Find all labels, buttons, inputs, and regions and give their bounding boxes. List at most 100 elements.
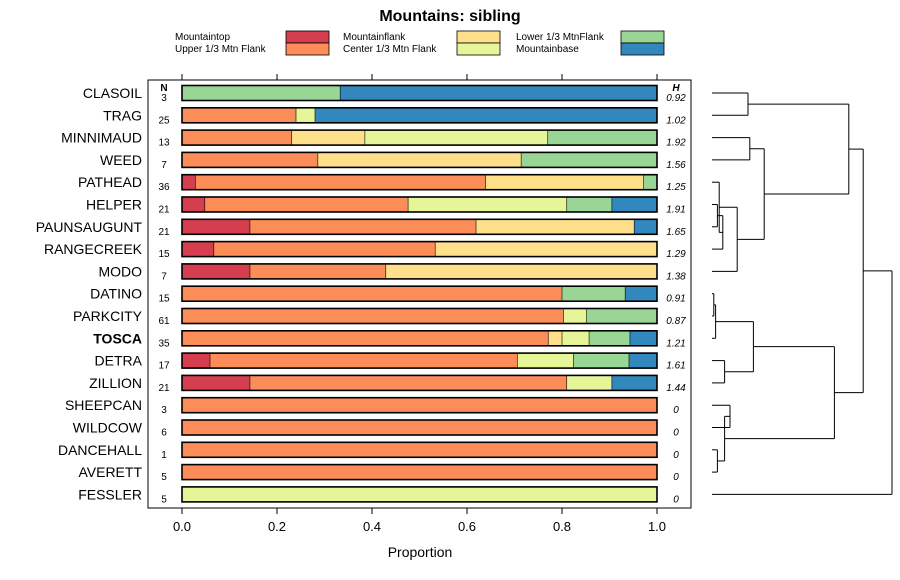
row-label: PATHEAD <box>78 174 142 190</box>
row-label: DANCEHALL <box>58 442 142 458</box>
legend-label: Mountainbase <box>516 44 579 55</box>
bar-segment <box>476 219 635 235</box>
legend-swatch <box>285 30 330 44</box>
x-tick-label: 0.0 <box>173 519 191 534</box>
n-value: 21 <box>158 227 170 238</box>
legend-label: Mountaintop <box>175 32 230 43</box>
bar-outline <box>181 129 658 146</box>
n-header: N <box>160 83 167 94</box>
bar-segment <box>634 219 657 235</box>
bar-segment <box>315 107 657 123</box>
row-label: RANGECREEK <box>44 241 143 257</box>
n-value: 15 <box>158 249 170 260</box>
chart-title: Mountains: sibling <box>379 8 520 25</box>
legend-label: Mountainflank <box>343 32 406 43</box>
bar-segment <box>182 308 564 324</box>
bar-outline <box>181 307 658 325</box>
n-value: 6 <box>161 428 167 439</box>
n-value: 36 <box>158 182 170 193</box>
bar-segment <box>204 197 409 212</box>
bar-outline <box>181 396 658 414</box>
n-value: 5 <box>161 472 167 483</box>
row-label: DATINO <box>90 286 142 302</box>
legend-swatch <box>285 42 330 56</box>
bar-outline <box>181 285 658 303</box>
bar-segment <box>249 263 386 279</box>
n-value: 3 <box>161 93 167 104</box>
h-value: 1.29 <box>666 249 686 260</box>
x-tick-label: 1.0 <box>648 519 666 534</box>
bar-segment <box>611 375 657 391</box>
legend-label: Center 1/3 Mtn Flank <box>343 44 437 55</box>
bar-segment <box>182 375 250 391</box>
bar-segment <box>573 353 629 369</box>
h-value: 0 <box>673 428 679 439</box>
h-value: 1.02 <box>666 115 686 126</box>
n-value: 61 <box>158 316 170 327</box>
bar-segment <box>548 330 562 346</box>
bar-segment <box>563 308 587 324</box>
bar-segment <box>566 197 612 212</box>
bar-segment <box>182 263 250 279</box>
n-value: 3 <box>161 405 167 416</box>
bar-segment <box>562 286 626 302</box>
bar-segment <box>182 464 657 480</box>
n-value: 21 <box>158 383 170 394</box>
row-label: HELPER <box>86 197 142 213</box>
bar-segment <box>517 353 574 369</box>
bar-outline <box>181 441 658 459</box>
legend-swatch <box>456 42 501 56</box>
n-value: 35 <box>158 338 170 349</box>
h-header: H <box>672 83 680 94</box>
h-value: 1.21 <box>666 338 685 349</box>
h-value: 1.44 <box>666 383 686 394</box>
bar-segment <box>182 330 549 346</box>
n-value: 17 <box>158 361 170 372</box>
dendrogram <box>712 92 893 495</box>
bar-segment <box>182 420 657 435</box>
legend-label: Lower 1/3 MtnFlank <box>516 32 605 43</box>
bar-segment <box>182 286 562 302</box>
h-value: 1.25 <box>666 182 686 193</box>
row-label: MODO <box>98 263 142 279</box>
bar-segment <box>625 286 657 302</box>
plot-frame <box>147 79 692 509</box>
bar-segment <box>182 174 196 190</box>
bars <box>181 84 658 503</box>
row-label: FESSLER <box>78 486 142 502</box>
bar-outline <box>181 173 658 191</box>
h-value: 0 <box>673 494 679 505</box>
bar-segment <box>611 197 657 212</box>
bar-segment <box>547 130 657 146</box>
bar-segment <box>385 263 657 279</box>
h-value: 1.92 <box>666 138 686 149</box>
bar-segment <box>317 152 522 168</box>
row-label: SHEEPCAN <box>65 397 142 413</box>
bar-segment <box>182 241 214 257</box>
row-label: CLASOIL <box>83 85 142 101</box>
bar-segment <box>521 152 657 168</box>
n-value: 13 <box>158 138 170 149</box>
h-value: 1.61 <box>666 361 685 372</box>
h-value: 0.87 <box>666 316 686 327</box>
bar-segment <box>182 442 657 458</box>
h-value: 0 <box>673 405 679 416</box>
bar-segment <box>589 330 630 346</box>
bar-segment <box>182 152 318 168</box>
row-label: AVERETT <box>78 464 142 480</box>
bar-segment <box>364 130 548 146</box>
x-tick-label: 0.6 <box>458 519 476 534</box>
bar-outline <box>181 329 658 347</box>
bar-segment <box>182 486 657 502</box>
bar-segment <box>296 107 315 123</box>
bar-segment <box>182 107 296 123</box>
h-value: 1.65 <box>666 227 686 238</box>
row-label: DETRA <box>95 353 143 369</box>
bar-outline <box>181 107 658 124</box>
n-value: 25 <box>158 115 170 126</box>
bar-outline <box>181 463 658 481</box>
n-value: 7 <box>161 160 167 171</box>
